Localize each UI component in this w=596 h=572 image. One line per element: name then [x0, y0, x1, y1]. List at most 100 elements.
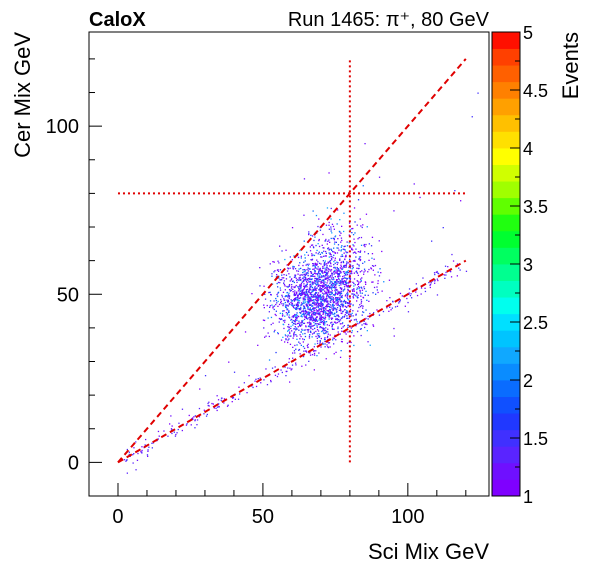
event-point: [360, 244, 363, 246]
event-point: [345, 266, 347, 268]
event-point: [326, 294, 329, 296]
event-point: [342, 275, 344, 278]
event-point: [336, 299, 338, 301]
event-point: [360, 299, 362, 301]
event-point: [362, 185, 364, 187]
event-point: [302, 274, 304, 276]
event-point: [303, 318, 306, 321]
event-point: [320, 330, 323, 333]
event-point: [283, 280, 285, 282]
event-point: [299, 290, 301, 292]
event-point: [328, 313, 330, 315]
event-point: [359, 304, 361, 306]
event-point: [329, 301, 331, 303]
event-point: [306, 351, 308, 353]
event-point: [314, 314, 317, 316]
event-point: [313, 282, 315, 284]
y-axis-title: Cer Mix GeV: [10, 32, 35, 158]
event-point: [295, 315, 297, 317]
event-point: [287, 268, 290, 270]
event-point: [311, 320, 314, 322]
event-point: [310, 298, 312, 301]
event-point: [324, 314, 327, 316]
event-point: [233, 371, 236, 373]
event-point: [293, 255, 295, 257]
event-point: [318, 312, 321, 314]
event-point: [320, 288, 323, 290]
event-point: [422, 277, 424, 279]
event-point: [444, 277, 446, 279]
event-point: [353, 294, 355, 296]
event-point: [336, 247, 338, 249]
event-point: [333, 251, 335, 253]
event-point: [293, 292, 296, 294]
event-point: [325, 291, 327, 293]
event-point: [330, 255, 332, 258]
event-point: [331, 272, 334, 274]
event-point: [281, 315, 284, 317]
event-point: [269, 291, 271, 293]
event-point: [390, 309, 392, 311]
event-point: [203, 413, 205, 415]
event-point: [279, 289, 282, 291]
event-point: [303, 271, 305, 273]
event-point: [320, 285, 322, 287]
event-point: [324, 267, 326, 269]
event-point: [344, 283, 346, 286]
event-point: [322, 287, 324, 289]
event-point: [326, 292, 328, 294]
event-point: [313, 332, 315, 334]
event-point: [298, 349, 300, 351]
event-point: [281, 312, 284, 315]
event-point: [329, 346, 331, 348]
event-point: [303, 276, 305, 278]
event-point: [281, 296, 284, 298]
event-point: [305, 292, 307, 294]
event-point: [349, 281, 351, 284]
event-point: [345, 255, 347, 257]
event-point: [281, 371, 283, 374]
event-point: [315, 316, 318, 319]
event-point: [317, 261, 319, 263]
event-point: [287, 336, 289, 338]
colorbar-segment: [492, 197, 520, 215]
event-point: [311, 299, 313, 302]
event-point: [275, 351, 277, 354]
x-tick-label: 0: [112, 506, 123, 528]
event-point: [302, 289, 304, 291]
event-point: [359, 321, 361, 323]
event-point: [371, 265, 374, 267]
event-point: [315, 252, 317, 254]
event-point: [264, 293, 266, 295]
event-point: [363, 244, 365, 247]
event-point: [292, 268, 294, 270]
event-point: [409, 295, 412, 297]
event-point: [334, 236, 336, 238]
event-point: [389, 297, 391, 299]
event-point: [322, 342, 324, 344]
event-point: [345, 251, 347, 253]
event-point: [337, 326, 339, 328]
event-point: [309, 304, 311, 306]
event-point: [326, 336, 329, 339]
event-point: [286, 292, 288, 294]
event-point: [324, 275, 326, 277]
event-point: [339, 287, 341, 289]
event-point: [309, 250, 312, 252]
event-point: [381, 290, 383, 292]
event-point: [333, 254, 335, 256]
event-point: [324, 277, 326, 279]
event-point: [312, 308, 314, 310]
event-point: [333, 260, 335, 263]
event-point: [294, 323, 296, 325]
event-point: [318, 238, 320, 241]
event-point: [305, 313, 307, 315]
event-point: [144, 444, 146, 446]
event-point: [316, 342, 319, 345]
event-point: [343, 316, 345, 318]
event-point: [372, 281, 374, 283]
event-point: [211, 402, 213, 405]
event-point: [300, 314, 303, 316]
colorbar-segment: [492, 114, 520, 132]
event-point: [188, 414, 190, 417]
